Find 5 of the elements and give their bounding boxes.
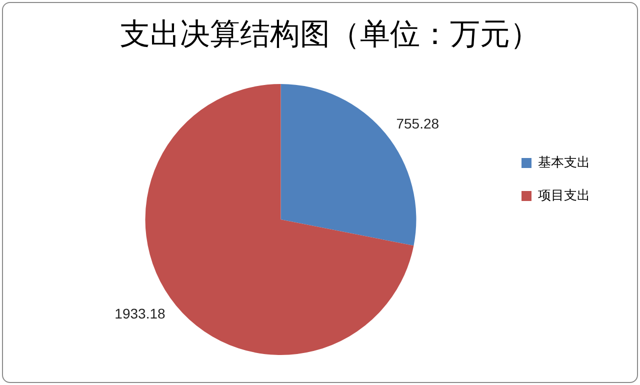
data-label: 755.28 (396, 115, 440, 132)
legend-label: 项目支出 (538, 188, 590, 204)
data-label: 1933.18 (114, 305, 166, 322)
legend-label: 基本支出 (538, 155, 590, 170)
chart-title: 支出决算结构图（单位：万元） (120, 16, 540, 52)
